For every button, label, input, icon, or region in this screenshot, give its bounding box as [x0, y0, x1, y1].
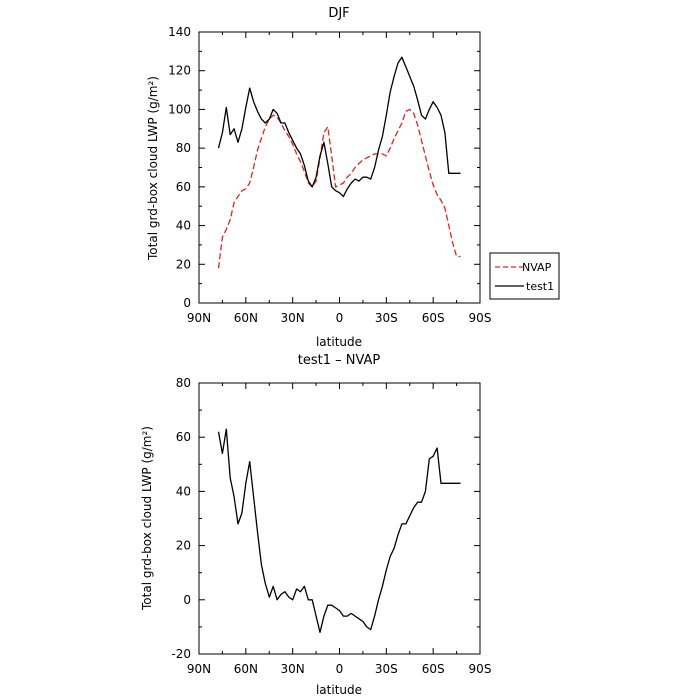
- x-tick-label: 60N: [234, 662, 258, 676]
- y-tick-label: 100: [168, 102, 191, 116]
- y-tick-label: 80: [176, 376, 191, 390]
- x-axis: 90N 60N 30N 0 30S 60S 90S: [187, 383, 492, 676]
- x-tick-label: 30S: [375, 311, 398, 325]
- y-tick-label: 120: [168, 64, 191, 78]
- x-axis: 90N 60N 30N 0 30S 60S 90S: [187, 32, 492, 325]
- legend-frame: [489, 252, 560, 300]
- x-tick-label: 0: [336, 662, 344, 676]
- y-axis-label: Total grd-box cloud LWP (g/m²): [146, 76, 160, 261]
- x-tick-label: 90S: [469, 311, 492, 325]
- x-tick-label: 90S: [469, 662, 492, 676]
- x-tick-label: 90N: [187, 311, 211, 325]
- legend-label-nvap: NVAP: [522, 261, 552, 274]
- chart-panel-difference: test1 – NVAP -20 0 20 40 60 80 90N 60N 30N 0 30S 6…: [140, 353, 491, 697]
- y-axis: -20 0 20 40 60 80: [171, 376, 480, 661]
- x-tick-label: 0: [336, 311, 344, 325]
- legend: NVAP test1: [489, 252, 560, 300]
- y-tick-label: -20: [171, 647, 191, 661]
- y-tick-label: 140: [168, 25, 191, 39]
- x-tick-label: 90N: [187, 662, 211, 676]
- series-group: [217, 428, 461, 633]
- y-tick-label: 20: [176, 257, 191, 271]
- y-tick-label: 40: [176, 484, 191, 498]
- series-line-test1: [217, 56, 461, 198]
- x-tick-label: 30S: [375, 662, 398, 676]
- y-tick-label: 20: [176, 539, 191, 553]
- x-tick-label: 30N: [281, 311, 305, 325]
- series-group: [217, 56, 461, 269]
- series-line-nvap: [217, 108, 461, 269]
- series-line-difference: [217, 428, 461, 633]
- x-tick-label: 60N: [234, 311, 258, 325]
- y-tick-label: 40: [176, 219, 191, 233]
- y-axis: 0 20 40 60 80 100 120 140: [168, 25, 480, 310]
- x-axis-label: latitude: [316, 683, 362, 697]
- x-tick-label: 30N: [281, 662, 305, 676]
- y-tick-label: 60: [176, 430, 191, 444]
- y-tick-label: 60: [176, 180, 191, 194]
- y-tick-label: 0: [183, 296, 191, 310]
- y-tick-label: 0: [183, 593, 191, 607]
- x-tick-label: 60S: [422, 662, 445, 676]
- x-tick-label: 60S: [422, 311, 445, 325]
- plot-frame: [198, 382, 481, 655]
- y-tick-label: 80: [176, 141, 191, 155]
- x-axis-label: latitude: [316, 335, 362, 349]
- legend-label-test1: test1: [526, 280, 554, 293]
- chart-title: DJF: [328, 6, 349, 21]
- chart-title: test1 – NVAP: [298, 353, 381, 368]
- plot-frame: [198, 31, 481, 304]
- y-axis-label: Total grd-box cloud LWP (g/m²): [140, 426, 154, 611]
